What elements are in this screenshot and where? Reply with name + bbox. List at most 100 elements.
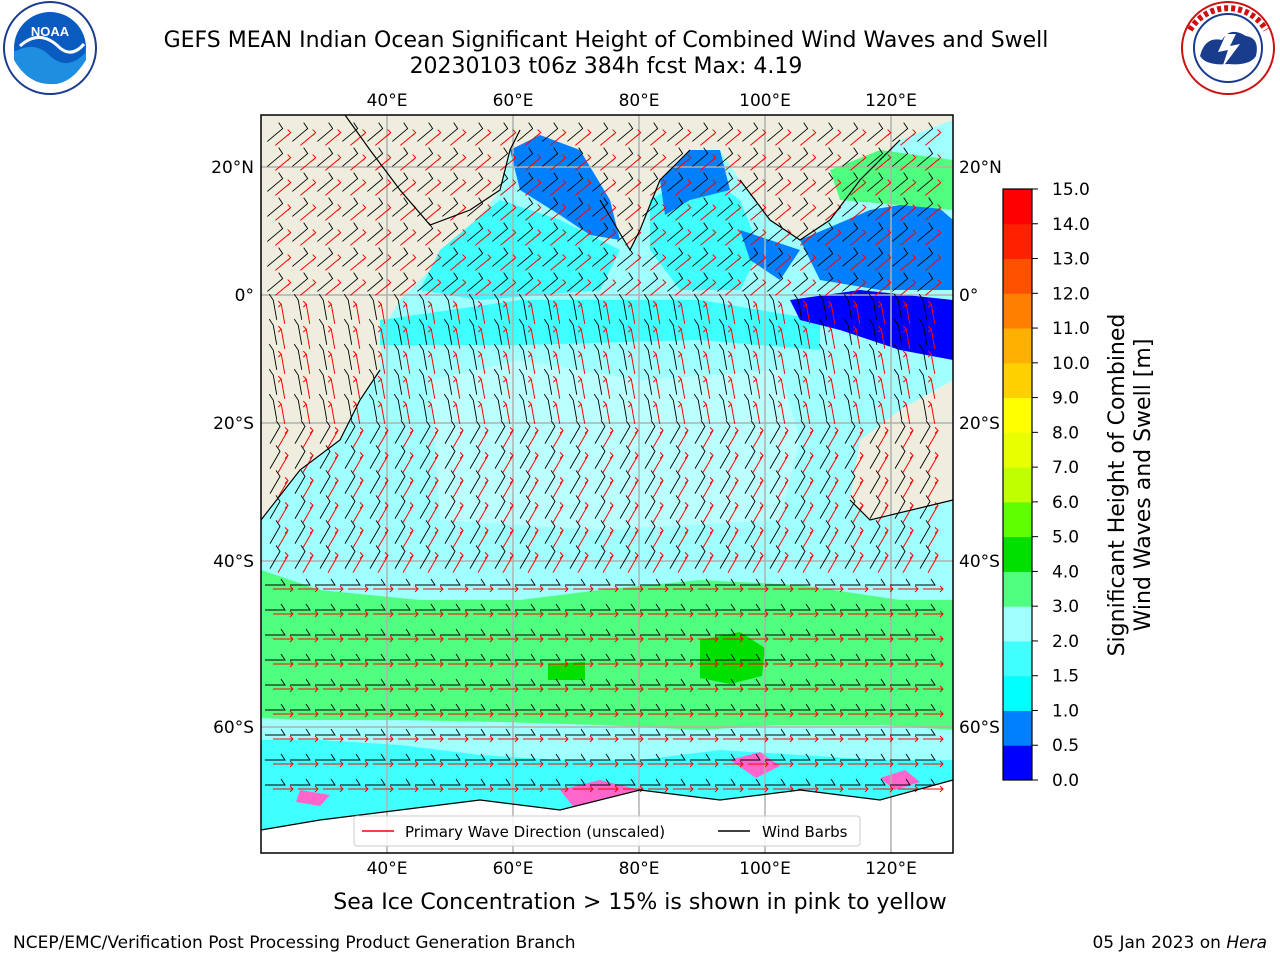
wave-arrow [625, 154, 642, 171]
wind-barb [544, 420, 556, 444]
lon-label-bottom-60e: 60°E [493, 859, 534, 879]
footer-date: 05 Jan 2023 on [1092, 933, 1227, 953]
wave-arrow [398, 585, 419, 593]
wind-barb [615, 728, 636, 736]
wind-barb [418, 343, 428, 370]
wind-barb [665, 753, 686, 761]
wave-arrow [723, 735, 744, 743]
wave-arrow [600, 229, 617, 246]
wave-arrow [523, 785, 544, 793]
wind-barb [718, 293, 728, 320]
wave-arrow [450, 229, 467, 246]
wave-arrow [573, 685, 594, 693]
wave-arrow [875, 204, 892, 221]
wind-barb [715, 653, 736, 661]
wave-arrow [602, 451, 614, 473]
wave-arrow [873, 785, 894, 793]
wind-barb [668, 393, 678, 420]
wind-barb [644, 420, 656, 444]
wave-arrow [350, 154, 367, 171]
legend-wave-label: Primary Wave Direction (unscaled) [405, 823, 665, 841]
colorbar-tick-label: 1.0 [1052, 701, 1079, 721]
wave-arrow [352, 375, 361, 399]
wind-barb [393, 368, 403, 395]
wave-arrow [700, 279, 717, 296]
wave-arrow [402, 350, 411, 374]
wind-barb [568, 293, 578, 320]
wind-barb [318, 368, 328, 395]
wave-arrow [823, 785, 844, 793]
wind-barb [767, 147, 784, 167]
wave-arrow [575, 179, 592, 196]
wave-arrow [823, 660, 844, 668]
colorbar-tick-label: 5.0 [1052, 528, 1079, 548]
wave-arrow [277, 325, 286, 349]
wave-arrow [498, 710, 519, 718]
wave-arrow [423, 710, 444, 718]
wave-arrow [623, 635, 644, 643]
wind-barb [817, 147, 834, 167]
wave-arrow [752, 400, 761, 424]
wave-arrow [423, 585, 444, 593]
wind-barb [490, 703, 511, 711]
wave-arrow [677, 451, 689, 473]
wind-barb [465, 778, 486, 786]
wave-arrow [575, 204, 592, 221]
wind-barb [315, 603, 336, 611]
wind-barb [590, 653, 611, 661]
wind-barb [343, 343, 353, 370]
wave-arrow [573, 585, 594, 593]
wind-barb [392, 147, 409, 167]
wave-arrow [500, 204, 517, 221]
wave-arrow [302, 426, 314, 448]
wind-barb [493, 343, 503, 370]
wind-barb [815, 578, 836, 586]
wave-arrow [723, 710, 744, 718]
wind-barb [618, 393, 628, 420]
wind-barb [293, 393, 303, 420]
wind-barb [765, 578, 786, 586]
wind-barb [842, 272, 859, 292]
wind-barb [494, 545, 506, 569]
wind-barb [344, 445, 356, 469]
wind-barb [790, 703, 811, 711]
wave-arrow [398, 635, 419, 643]
wind-barb [468, 343, 478, 370]
wave-arrow [700, 229, 717, 246]
wind-barb [918, 368, 928, 395]
wave-arrow [275, 179, 292, 196]
wind-barb [917, 197, 934, 217]
wind-barb [742, 222, 759, 242]
wave-arrow [400, 229, 417, 246]
wave-arrow [548, 635, 569, 643]
wave-arrow [398, 660, 419, 668]
wave-arrow [277, 375, 286, 399]
wave-arrow [300, 254, 317, 271]
wave-arrow [348, 760, 369, 768]
wave-arrow [373, 710, 394, 718]
wave-arrow [523, 635, 544, 643]
wave-arrow [323, 585, 344, 593]
wind-barb [890, 653, 911, 661]
colorbar-tick-label: 1.5 [1052, 667, 1079, 687]
wind-barb [317, 172, 334, 192]
wind-barb [919, 445, 931, 469]
wave-arrow [823, 685, 844, 693]
wind-barb [290, 628, 311, 636]
wave-arrow [477, 325, 486, 349]
wave-arrow [473, 585, 494, 593]
wave-arrow [677, 526, 689, 548]
wind-barb [843, 368, 853, 395]
wave-arrow [327, 551, 339, 573]
wave-arrow [727, 551, 739, 573]
wind-barb [265, 728, 286, 736]
wave-arrow [525, 179, 542, 196]
wind-barb [615, 703, 636, 711]
wind-barb [390, 703, 411, 711]
wave-arrow [900, 254, 917, 271]
wind-barb [292, 272, 309, 292]
wind-barb [594, 545, 606, 569]
wind-barb [919, 545, 931, 569]
wave-arrow [577, 501, 589, 523]
wind-barb [594, 470, 606, 494]
